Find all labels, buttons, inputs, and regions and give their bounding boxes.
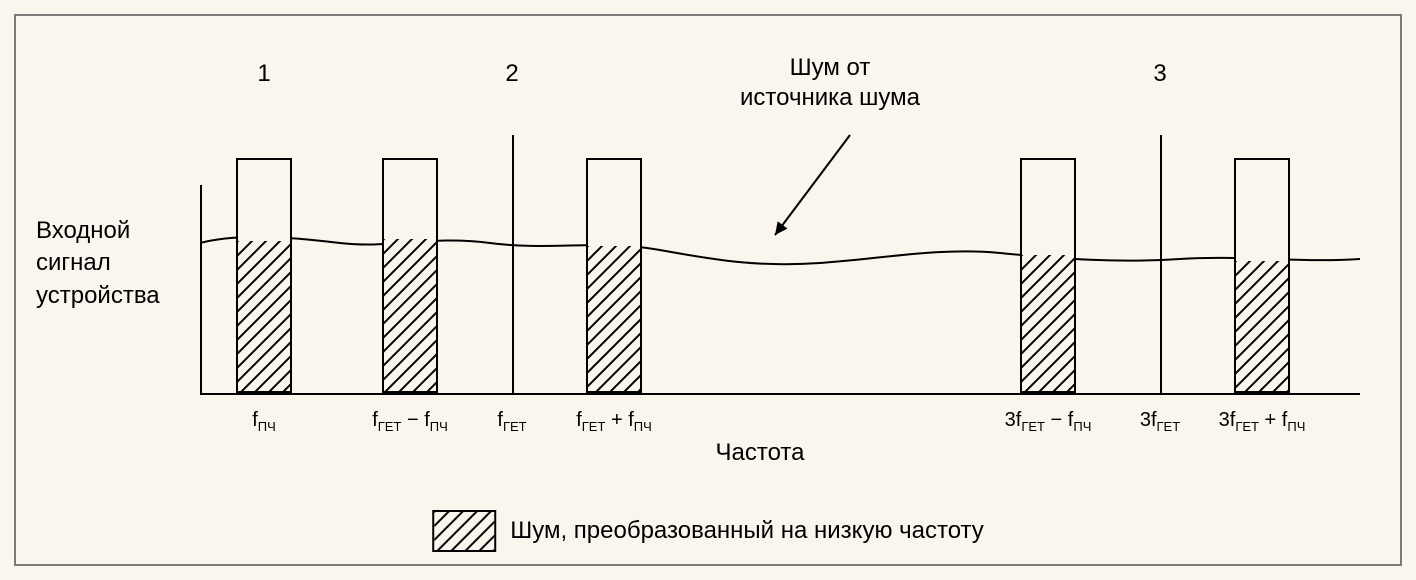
axis-tick-label: fГЕТ + fПЧ: [576, 409, 652, 434]
harmonic-number: 3: [1153, 60, 1166, 88]
axis-tick-label: fГЕТ − fПЧ: [372, 409, 448, 434]
legend: Шум, преобразованный на низкую частоту: [432, 510, 984, 552]
noise-fill: [238, 241, 290, 391]
input-signal-label: Входнойсигналустройства: [36, 215, 160, 312]
spectrum-bar: [236, 158, 292, 393]
axis-tick: [200, 185, 202, 395]
noise-curve-svg: [200, 115, 1360, 395]
noise-source-label: Шум отисточника шума: [740, 53, 920, 113]
spectrum-bar: [382, 158, 438, 393]
frequency-axis-label: Частота: [716, 439, 805, 467]
spectrum-bar: [1020, 158, 1076, 393]
legend-swatch: [432, 510, 496, 552]
spectrum-bar: [586, 158, 642, 393]
axis-tick: [1160, 135, 1162, 395]
arrow-svg: [200, 115, 1360, 395]
axis-tick-label: 3fГЕТ − fПЧ: [1005, 409, 1092, 434]
harmonic-number: 2: [505, 60, 518, 88]
axis-tick-label: 3fГЕТ + fПЧ: [1219, 409, 1306, 434]
axis-tick-label: fПЧ: [252, 409, 276, 434]
noise-fill: [1022, 255, 1074, 391]
spectrum-bar: [1234, 158, 1290, 393]
axis-tick: [512, 135, 514, 395]
legend-text: Шум, преобразованный на низкую частоту: [510, 517, 984, 545]
harmonic-number: 1: [257, 60, 270, 88]
noise-fill: [588, 246, 640, 391]
noise-fill: [1236, 261, 1288, 391]
axis-tick-label: 3fГЕТ: [1140, 409, 1180, 434]
noise-fill: [384, 239, 436, 391]
axis-tick-label: fГЕТ: [497, 409, 526, 434]
diagram: 123: [200, 115, 1360, 395]
x-axis: [200, 393, 1360, 395]
